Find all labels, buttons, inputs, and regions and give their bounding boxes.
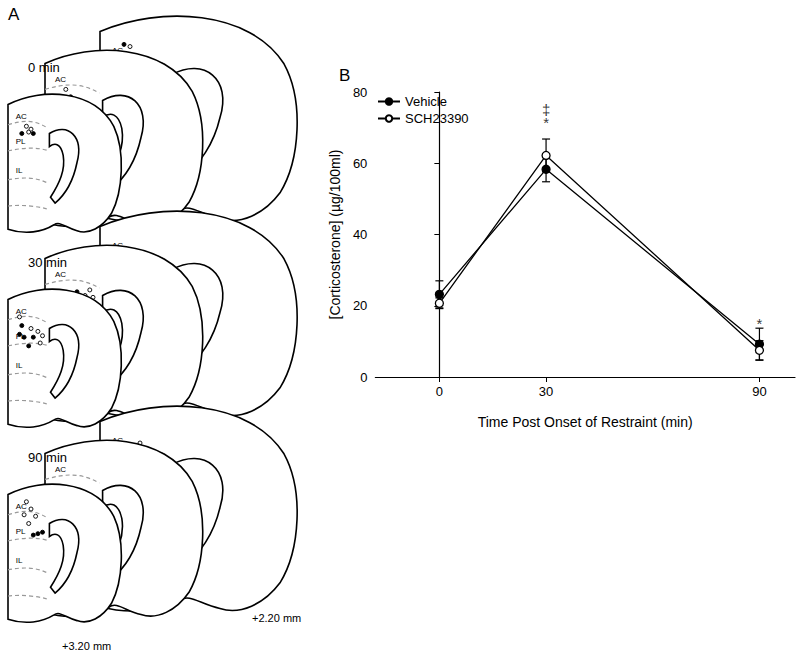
svg-text:B: B xyxy=(339,66,350,85)
svg-text:60: 60 xyxy=(353,156,367,171)
svg-text:+3.20 mm: +3.20 mm xyxy=(62,640,111,652)
svg-text:20: 20 xyxy=(353,298,367,313)
svg-text:AC: AC xyxy=(55,465,66,474)
svg-text:AC: AC xyxy=(15,502,27,511)
svg-text:90: 90 xyxy=(752,384,766,399)
svg-text:[Corticosterone] (µg/100ml): [Corticosterone] (µg/100ml) xyxy=(327,150,343,320)
svg-text:0: 0 xyxy=(360,370,367,385)
svg-text:AC: AC xyxy=(16,112,27,121)
svg-text:PL: PL xyxy=(16,332,26,341)
svg-text:0: 0 xyxy=(436,384,443,399)
svg-text:+2.20 mm: +2.20 mm xyxy=(252,612,301,624)
svg-text:SCH23390: SCH23390 xyxy=(405,111,469,126)
svg-text:PL: PL xyxy=(16,527,26,536)
svg-text:0 min: 0 min xyxy=(28,60,60,75)
svg-text:80: 80 xyxy=(353,85,367,100)
svg-text:90 min: 90 min xyxy=(28,450,67,465)
svg-text:30: 30 xyxy=(539,384,553,399)
svg-text:IL: IL xyxy=(16,556,23,565)
svg-text:40: 40 xyxy=(353,227,367,242)
svg-text:AC: AC xyxy=(16,307,27,316)
svg-text:A: A xyxy=(8,5,20,24)
svg-text:30 min: 30 min xyxy=(28,255,67,270)
svg-text:IL: IL xyxy=(16,361,23,370)
svg-text:Time Post Onset of Restraint (: Time Post Onset of Restraint (min) xyxy=(478,414,693,430)
svg-text:AC: AC xyxy=(55,270,66,279)
svg-text:*: * xyxy=(757,315,763,332)
svg-text:AC: AC xyxy=(55,75,66,84)
svg-text:IL: IL xyxy=(16,166,23,175)
svg-text:PL: PL xyxy=(16,137,26,146)
svg-text:*: * xyxy=(543,114,549,131)
svg-text:Vehicle: Vehicle xyxy=(405,94,447,109)
